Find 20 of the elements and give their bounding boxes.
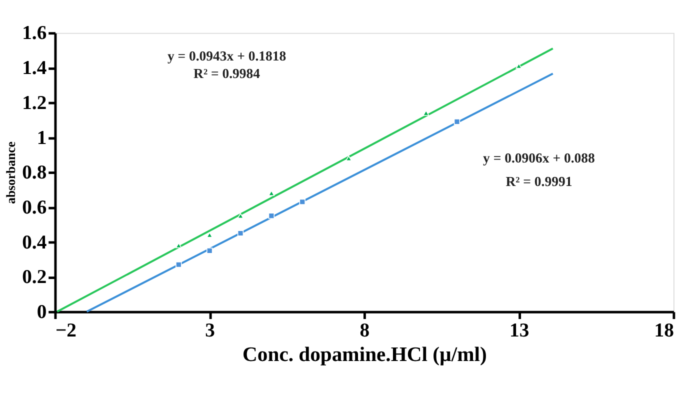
y-axis-title: absorbance: [4, 141, 18, 204]
x-tick-label: 3: [205, 320, 216, 342]
y-tick-label: 0.4: [22, 232, 47, 254]
x-tick-label: −2: [55, 320, 76, 342]
y-tick-label: 1.4: [22, 58, 47, 80]
annotation: y = 0.0943x + 0.1818: [167, 48, 286, 64]
x-tick-label: 18: [654, 320, 674, 342]
annotation: R² = 0.9991: [506, 174, 572, 190]
x-tick-label: 13: [510, 320, 530, 342]
y-tick-label: 1.2: [22, 92, 47, 114]
y-tick-label: 1.6: [22, 23, 47, 44]
x-axis-title: Conc. dopamine.HCl (µ/ml): [242, 344, 487, 366]
annotation: y = 0.0906x + 0.088: [483, 150, 595, 166]
annotation: R² = 0.9984: [194, 66, 260, 82]
y-tick-label: 1: [36, 128, 47, 149]
y-tick-label: 0.8: [22, 162, 47, 184]
y-tick-label: 0.2: [22, 267, 47, 288]
y-tick-label: 0: [36, 302, 47, 324]
y-tick-label: 0.6: [22, 197, 47, 218]
x-tick-label: 8: [360, 320, 370, 342]
